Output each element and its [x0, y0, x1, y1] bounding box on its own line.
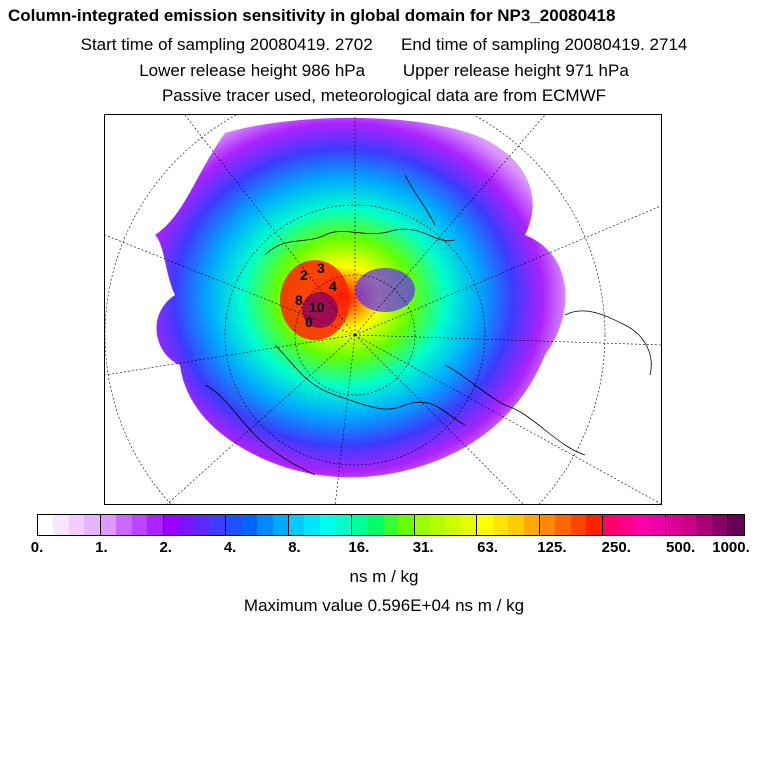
colorbar-tick-label: 4. — [223, 539, 237, 556]
colorbar-segment — [523, 515, 539, 535]
colorbar-tick-label: 63. — [477, 539, 498, 556]
colorbar-segment — [633, 515, 650, 535]
colorbar-segment — [508, 515, 524, 535]
colorbar-tick-label: 1. — [95, 539, 108, 556]
colorbar-segment — [492, 515, 509, 535]
colorbar-segment — [131, 515, 148, 535]
colorbar-segment — [272, 515, 288, 535]
colorbar-segment — [257, 515, 273, 535]
map-svg: 3 4 2 8 10 0 — [105, 115, 661, 504]
colorbar-tick-label: 2. — [159, 539, 172, 556]
contour-label: 10 — [309, 299, 325, 315]
contour-label: 4 — [329, 278, 337, 294]
colorbar-segment — [586, 515, 602, 535]
colorbar-segment — [350, 515, 368, 535]
colorbar-segment — [288, 515, 305, 535]
contour-label: 3 — [317, 260, 325, 276]
sampling-times: Start time of sampling 20080419. 2702 En… — [0, 35, 768, 55]
colorbar-segment — [445, 515, 461, 535]
colorbar-segment — [319, 515, 336, 535]
colorbar-tick-label: 250. — [601, 539, 631, 556]
meridians — [105, 115, 661, 504]
colorbar-segment — [664, 515, 681, 535]
colorbar-segment — [241, 515, 258, 535]
colorbar-segment — [460, 515, 477, 535]
plot-title: Column-integrated emission sensitivity i… — [8, 6, 616, 25]
colorbar-segment — [601, 515, 619, 535]
colorbar-segment — [178, 515, 195, 535]
peak-core — [302, 292, 338, 328]
colorbar-segment — [99, 515, 117, 535]
colorbar-tick-label: 500. — [666, 539, 696, 556]
colorbar-segment — [304, 515, 320, 535]
colorbar-segment — [162, 515, 179, 535]
colorbar-segment — [335, 515, 351, 535]
release-heights: Lower release height 986 hPa Upper relea… — [0, 61, 768, 81]
colorbar-segment — [53, 515, 69, 535]
colorbar-segment — [367, 515, 383, 535]
contour-label: 0 — [305, 314, 313, 330]
colorbar-segment — [570, 515, 587, 535]
colorbar-segment — [116, 515, 132, 535]
tracer-info: Passive tracer used, meteorological data… — [161, 86, 607, 105]
coastlines — [204, 174, 652, 476]
colorbar-segment — [194, 515, 210, 535]
lower-release-height: Lower release height 986 hPa — [139, 61, 366, 80]
colorbar-segment — [539, 515, 556, 535]
colorbar-segment — [680, 515, 697, 535]
colorbar — [37, 514, 745, 536]
colorbar-segment — [225, 515, 242, 535]
colorbar-segment — [429, 515, 446, 535]
latitude-circles — [105, 115, 606, 504]
colorbar-unit: ns m / kg — [349, 567, 419, 586]
colorbar-segment — [618, 515, 634, 535]
colorbar-tick-label: 0. — [30, 539, 44, 556]
colorbar-tick-label: 16. — [348, 539, 370, 556]
colorbar-segment — [84, 515, 100, 535]
colorbar-segment — [68, 515, 85, 535]
low-sensitivity-pocket — [355, 268, 415, 312]
maximum-value: Maximum value 0.596E+04 ns m / kg — [243, 596, 525, 615]
colorbar-segment — [476, 515, 493, 535]
contour-label: 8 — [295, 292, 303, 308]
colorbar-segment — [38, 515, 54, 535]
colorbar-segment — [398, 515, 414, 535]
colorbar-segment — [696, 515, 712, 535]
colorbar-segment — [147, 515, 163, 535]
contour-label: 2 — [300, 267, 308, 283]
sensitivity-map: 3 4 2 8 10 0 — [104, 114, 662, 505]
upper-release-height: Upper release height 971 hPa — [402, 61, 629, 80]
colorbar-segment — [382, 515, 399, 535]
colorbar-segment — [711, 515, 728, 535]
start-time: Start time of sampling 20080419. 2702 — [80, 35, 373, 54]
colorbar-tick-label: 31. — [412, 539, 434, 556]
colorbar-segment — [727, 515, 744, 535]
colorbar-tick-label: 125. — [537, 539, 567, 556]
colorbar-segment — [209, 515, 226, 535]
colorbar-segment — [413, 515, 430, 535]
colorbar-tick-label: 8. — [288, 539, 301, 556]
end-time: End time of sampling 20080419. 2714 — [401, 35, 688, 54]
colorbar-segment — [649, 515, 665, 535]
colorbar-tick-label: 1000. — [712, 539, 750, 556]
colorbar-segment — [555, 515, 571, 535]
